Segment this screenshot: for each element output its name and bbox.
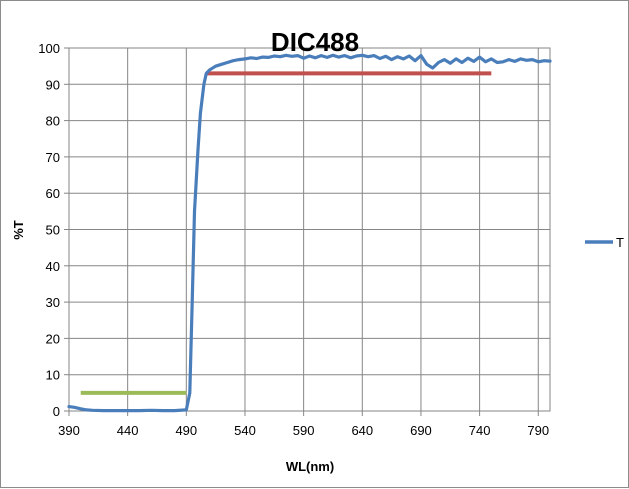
x-tick-label: 690 [410, 423, 432, 438]
y-tick-label: 0 [53, 404, 60, 419]
y-tick-label: 100 [38, 41, 60, 56]
annotation-layer [80, 71, 492, 395]
x-tick-label: 640 [351, 423, 373, 438]
chart-title: DIC488 [271, 27, 359, 57]
x-tick-label: 740 [469, 423, 491, 438]
legend: T [585, 235, 624, 250]
y-tick-label: 80 [46, 114, 60, 129]
y-tick-label: 20 [46, 331, 60, 346]
x-tick-label: 540 [234, 423, 256, 438]
x-tick-label: 440 [117, 423, 139, 438]
x-tick-label: 590 [293, 423, 315, 438]
y-axis-title: %T [11, 220, 26, 240]
x-axis-title: WL(nm) [286, 459, 334, 474]
series-line-t [67, 53, 552, 413]
x-tick-label: 490 [175, 423, 197, 438]
y-tick-label: 50 [46, 223, 60, 238]
y-tick-label: 30 [46, 295, 60, 310]
y-tick-label: 40 [46, 259, 60, 274]
y-tick-label: 70 [46, 150, 60, 165]
x-tick-label: 790 [527, 423, 549, 438]
y-tick-label: 90 [46, 77, 60, 92]
y-tick-label: 60 [46, 186, 60, 201]
grid-layer [64, 47, 551, 416]
tick-layer: 0 10 20 30 40 50 60 70 80 90 100 390 440 490 540 590 640… [38, 41, 549, 438]
series-layer [67, 53, 552, 413]
y-tick-label: 10 [46, 368, 60, 383]
legend-label-t: T [616, 235, 624, 250]
x-tick-label: 390 [58, 423, 80, 438]
